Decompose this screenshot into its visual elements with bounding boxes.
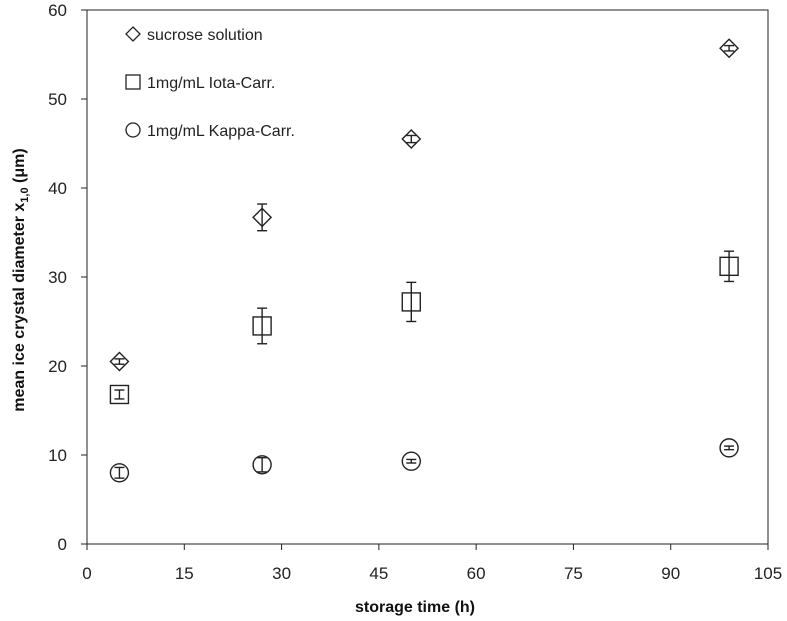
y-tick-label: 60 [48, 1, 67, 20]
y-tick-label: 20 [48, 357, 67, 376]
chart-axes [81, 9, 769, 550]
tick-labels: 0 15 30 45 60 75 90 105 0 10 20 30 40 50 60 [48, 1, 782, 583]
data-point-circle [719, 438, 739, 458]
legend-label: 1mg/mL Iota-Carr. [147, 75, 275, 92]
x-tick-label: 45 [369, 564, 388, 583]
y-axis-title: mean ice crystal diameter x1,0 (μm) [11, 148, 31, 411]
data-point-diamond [252, 207, 273, 228]
x-tick-label: 90 [661, 564, 680, 583]
legend: sucrose solution 1mg/mL Iota-Carr. 1mg/mL … [125, 26, 295, 140]
data-point-diamond [109, 351, 130, 372]
y-tick-label: 40 [48, 179, 67, 198]
plot-area [109, 38, 740, 483]
data-point-diamond [401, 129, 422, 150]
x-tick-label: 75 [564, 564, 583, 583]
data-point-square [109, 384, 130, 405]
legend-item: sucrose solution [125, 26, 263, 44]
legend-marker-diamond [125, 26, 141, 42]
legend-marker-circle [125, 122, 141, 138]
data-point-circle [401, 451, 421, 471]
data-point-circle [109, 463, 130, 483]
data-point-diamond [719, 38, 740, 59]
legend-label: 1mg/mL Kappa-Carr. [147, 123, 295, 140]
series-square [109, 250, 739, 405]
x-tick-label: 30 [272, 564, 291, 583]
x-axis-title: storage time (h) [355, 599, 475, 616]
x-tick-label: 105 [754, 564, 782, 583]
y-tick-label: 30 [48, 268, 67, 287]
legend-item: 1mg/mL Kappa-Carr. [125, 122, 295, 140]
legend-item: 1mg/mL Iota-Carr. [125, 74, 275, 92]
y-axis-title-unit: (μm) [11, 148, 28, 187]
y-tick-label: 10 [48, 446, 67, 465]
y-axis-title-subscript: 1,0 [19, 187, 31, 202]
legend-label: sucrose solution [147, 27, 263, 44]
legend-marker-square [125, 74, 141, 90]
series-diamond [109, 38, 740, 372]
x-tick-label: 60 [467, 564, 486, 583]
data-point-square [252, 316, 272, 336]
y-tick-label: 0 [58, 535, 67, 554]
x-tick-label: 15 [175, 564, 194, 583]
series-circle [109, 438, 739, 483]
data-point-circle [252, 455, 272, 475]
y-tick-label: 50 [48, 90, 67, 109]
data-point-square [401, 292, 421, 312]
y-axis-title-main: mean ice crystal diameter x [11, 203, 28, 412]
x-tick-label: 0 [82, 564, 91, 583]
data-point-square [719, 256, 739, 277]
